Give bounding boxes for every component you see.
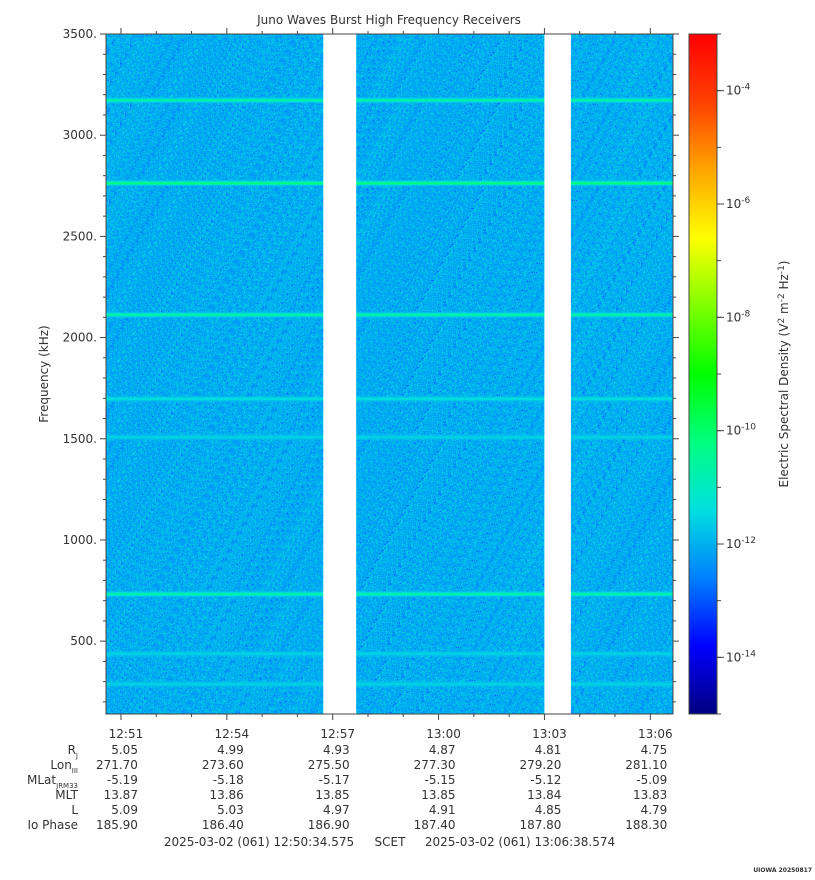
colorbar-tick-label: 10-8 (726, 309, 751, 324)
y-tick-label: 2500. (63, 229, 97, 243)
y-tick-label: 3500. (63, 27, 97, 41)
ephemeris-row-label: Io Phase (27, 818, 78, 832)
y-tick-label: 1500. (63, 432, 97, 446)
ephemeris-value: 187.40 (414, 818, 456, 832)
colorbar-label: Electric Spectral Density (V2 m-2 Hz-1) (777, 260, 791, 487)
spectrogram-plot-area (105, 33, 674, 715)
ephemeris-value: 4.85 (535, 803, 562, 817)
colorbar-tick-label: 10-14 (726, 649, 756, 664)
y-tick-label: 500. (70, 634, 97, 648)
ephemeris-value: -5.18 (213, 773, 244, 787)
ephemeris-row-label: L (71, 803, 78, 817)
ephemeris-value: 273.60 (202, 758, 244, 772)
colorbar-ticks: 10-14 10-12 10-10 10-8 10-6 10-4 (717, 33, 756, 715)
y-tick-label: 2000. (63, 331, 97, 345)
time-range-start: 2025-03-02 (061) 12:50:34.575 (164, 835, 354, 849)
ephemeris-value: 4.75 (641, 743, 668, 757)
colorbar-tick-label: 10-10 (726, 423, 756, 438)
ephemeris-value: 5.03 (217, 803, 244, 817)
time-range-scet: SCET (375, 835, 407, 849)
ephemeris-value: 186.90 (308, 818, 350, 832)
colorbar: 10-14 10-12 10-10 10-8 10-6 10-4 Electric Spe… (688, 33, 791, 715)
x-tick-label: 12:51 (109, 727, 144, 741)
colorbar-tick-label: 10-6 (726, 196, 751, 211)
ephemeris-value: 188.30 (625, 818, 667, 832)
colorbar-tick-label: 10-4 (726, 83, 751, 98)
ephemeris-value: -5.17 (319, 773, 350, 787)
ephemeris-value: -5.19 (107, 773, 138, 787)
ephemeris-value: 5.09 (111, 803, 138, 817)
ephemeris-value: 13.85 (421, 788, 455, 802)
ephemeris-row-label: LonIII (50, 758, 78, 775)
ephemeris-value: 4.99 (217, 743, 244, 757)
x-tick-label: 13:06 (638, 727, 673, 741)
ephemeris-value: 4.81 (535, 743, 562, 757)
ephemeris-value: 281.10 (625, 758, 667, 772)
ephemeris-value: 13.83 (633, 788, 667, 802)
ephemeris-value: 13.86 (209, 788, 243, 802)
ephemeris-value: -5.15 (425, 773, 456, 787)
ephemeris-value: 4.93 (323, 743, 350, 757)
y-tick-label: 3000. (63, 128, 97, 142)
ephemeris-value: 4.87 (429, 743, 456, 757)
ephemeris-value: 277.30 (414, 758, 456, 772)
ephemeris-row-label: MLT (55, 788, 78, 802)
ephemeris-value: 186.40 (202, 818, 244, 832)
x-tick-label: 12:54 (215, 727, 250, 741)
x-axis: 12:51 12:54 12:57 13:00 13:03 13:06 (109, 28, 673, 741)
y-tick-label: 1000. (63, 533, 97, 547)
y-axis: 500. 1000. 1500. 2000. 2500. 3000. 3500. (63, 27, 679, 703)
ephemeris-value: 4.91 (429, 803, 456, 817)
x-tick-label: 12:57 (320, 727, 355, 741)
ephemeris-value: 5.05 (111, 743, 138, 757)
ephemeris-value: 275.50 (308, 758, 350, 772)
ephemeris-value: 271.70 (96, 758, 138, 772)
x-tick-label: 13:03 (532, 727, 567, 741)
data-gaps (323, 34, 571, 714)
chart-title: Juno Waves Burst High Frequency Receiver… (256, 13, 521, 27)
colorbar-tick-label: 10-12 (726, 536, 756, 551)
ephemeris-value: -5.09 (636, 773, 667, 787)
ephemeris-value: -5.12 (530, 773, 561, 787)
ephemeris-row-label: RJ (68, 743, 78, 760)
time-range-end: 2025-03-02 (061) 13:06:38.574 (425, 835, 615, 849)
data-gap (323, 34, 357, 714)
colorbar-gradient (688, 33, 718, 715)
ephemeris-value: 4.79 (641, 803, 668, 817)
x-tick-label: 13:00 (426, 727, 461, 741)
plot-frame (105, 33, 674, 715)
data-gap (544, 34, 571, 714)
ephemeris-value: 13.87 (104, 788, 138, 802)
ephemeris-value: 187.80 (519, 818, 561, 832)
ephemeris-value: 13.84 (527, 788, 561, 802)
y-axis-label: Frequency (kHz) (37, 325, 51, 422)
spectrogram-image (106, 34, 673, 714)
ephemeris-value: 185.90 (96, 818, 138, 832)
ephemeris-value: 279.20 (519, 758, 561, 772)
ephemeris-row-label: MLatJRM33 (27, 773, 78, 790)
credit-label: UIOWA 20250817 (753, 867, 812, 874)
ephemeris-value: 4.97 (323, 803, 350, 817)
ephemeris-value: 13.85 (315, 788, 349, 802)
ephemeris-table: RJ 5.05 4.99 4.93 4.87 4.81 4.75 LonIII 271.70 27… (27, 743, 667, 832)
